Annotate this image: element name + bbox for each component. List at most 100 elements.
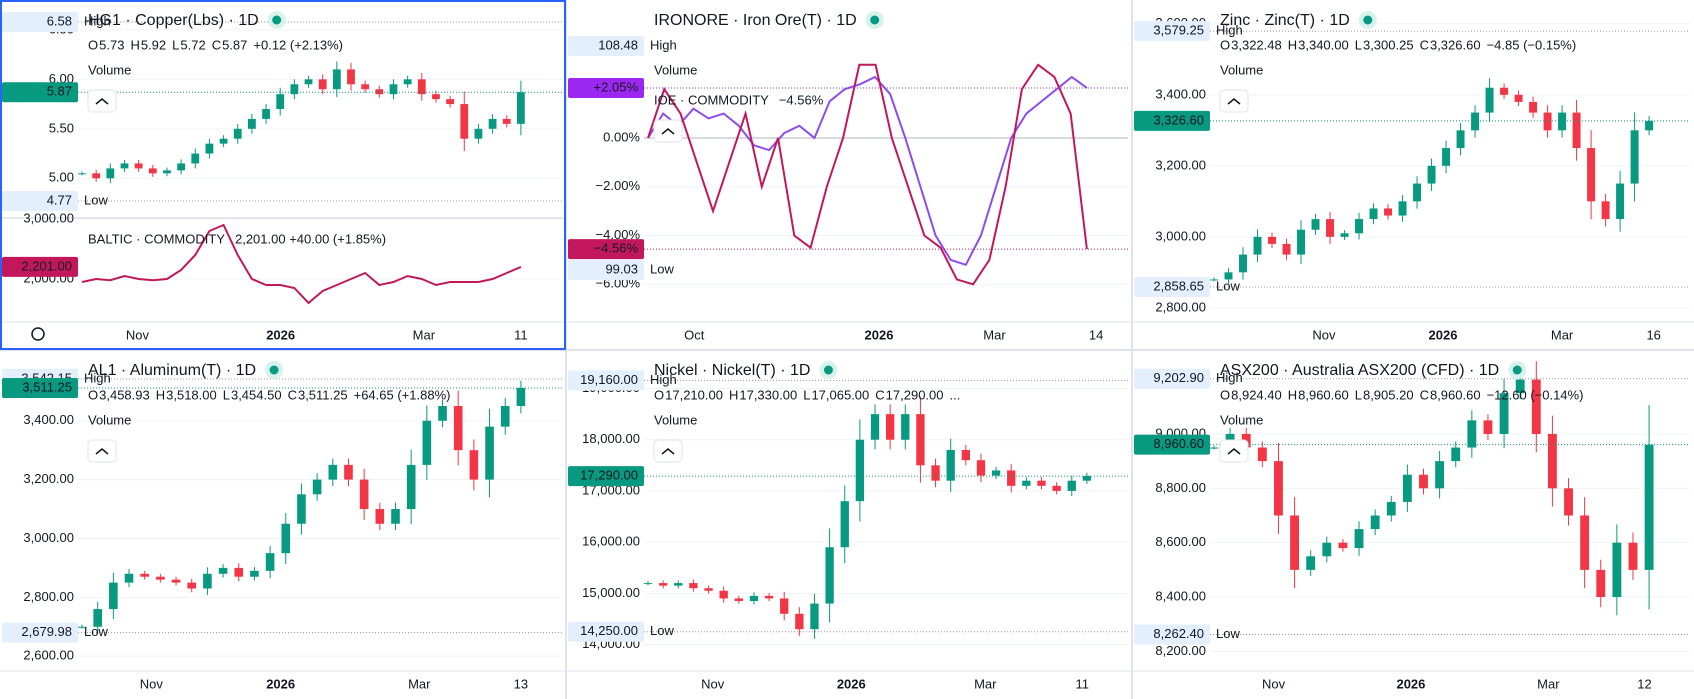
ohlc-value: 3,326.60 (1430, 37, 1481, 52)
candle-body (488, 118, 497, 129)
collapse-button[interactable] (87, 439, 117, 463)
ohlc-key: C (288, 387, 297, 402)
compare-name: IOE · COMMODITY (654, 92, 769, 107)
candle-body (1413, 183, 1422, 202)
candle-body (1580, 515, 1590, 570)
x-tick-label: 2026 (1429, 327, 1458, 342)
low-badge-label: 2,858.65 (1153, 278, 1204, 293)
candle-body (432, 94, 440, 100)
candle-body (262, 109, 270, 119)
price-badge-label: 3,511.25 (22, 379, 72, 394)
volume-label: Volume (1220, 62, 1263, 77)
candle-body (689, 583, 698, 589)
y-tick-label: 3,000.00 (23, 210, 74, 225)
candle-body (991, 470, 1001, 476)
candle-body (1022, 480, 1031, 486)
candle-body (485, 426, 494, 480)
candle-body (375, 509, 385, 524)
candle-body (1297, 229, 1306, 255)
candle-body (1369, 208, 1378, 220)
price-badge-label: −4.56% (594, 241, 639, 256)
x-tick-label: 13 (514, 676, 528, 691)
candle-body (406, 464, 416, 510)
low-badge (568, 621, 644, 642)
candle-body (1601, 201, 1610, 220)
low-badge (2, 191, 78, 212)
candle-body (1529, 101, 1538, 113)
candle-body (248, 118, 256, 129)
candle-body (389, 84, 398, 95)
candle-body (1500, 87, 1509, 95)
high-text: High (1216, 23, 1243, 38)
volume-label: Volume (654, 412, 697, 427)
ohlc-key: O (654, 387, 664, 402)
y-tick-label: −2.00% (596, 178, 641, 193)
settings-icon[interactable] (31, 327, 45, 341)
price-badge (1134, 434, 1210, 455)
x-tick-label: 11 (1076, 676, 1090, 691)
candle-body (281, 523, 291, 554)
ohlc-key: C (875, 387, 884, 402)
x-tick-label: Nov (1262, 676, 1286, 691)
ohlc-value: 17,210.00 (665, 387, 723, 402)
candle-body (1485, 87, 1494, 113)
candle-body (1007, 470, 1016, 486)
candle-body (1322, 542, 1332, 557)
candle-body (124, 573, 134, 583)
candle-body (148, 168, 157, 174)
candle-body (734, 598, 743, 602)
ohlc-key: H (156, 387, 165, 402)
candle-body (1451, 447, 1461, 462)
collapse-button[interactable] (1219, 439, 1249, 463)
candle-body (290, 84, 299, 95)
ohlc-value: 5.92 (141, 37, 166, 52)
candle-body (825, 547, 834, 604)
market-status-dot (870, 15, 880, 25)
y-tick-label: 3,200.00 (1155, 157, 1206, 172)
volume-label: Volume (88, 412, 131, 427)
ohlc-key: L (223, 387, 230, 402)
candle-body (328, 464, 338, 480)
candle-body (840, 501, 849, 548)
candle-body (1596, 569, 1606, 598)
chevron-icon (661, 128, 675, 135)
candle-body (438, 406, 447, 421)
collapse-button[interactable] (653, 119, 683, 143)
candle-body (1306, 556, 1316, 570)
candle-body (1616, 183, 1625, 220)
ohlc-key: O (1220, 37, 1230, 52)
candle-body (1543, 112, 1552, 131)
high-text: High (650, 37, 677, 52)
symbol-title: Zinc · Zinc(T) · 1D (1220, 12, 1350, 29)
x-tick-label: Mar (974, 676, 997, 691)
candle-body (780, 598, 789, 614)
candle-body (946, 449, 955, 481)
candle-body (1402, 474, 1412, 502)
y-tick-label: 3,200.00 (23, 471, 74, 486)
ohlc-value: 17,290.00 (886, 387, 944, 402)
candle-body (1239, 254, 1247, 273)
candle-body (961, 449, 970, 461)
collapse-button[interactable] (1219, 89, 1249, 113)
candle-body (318, 79, 327, 90)
y-tick-label: 3,400.00 (1155, 86, 1206, 101)
market-status-dot (1512, 365, 1522, 375)
candle-body (77, 626, 87, 628)
x-tick-label: Oct (684, 327, 705, 342)
chevron-icon (1227, 98, 1241, 105)
candle-body (297, 494, 306, 524)
compare-change: −4.56% (779, 92, 824, 107)
low-badge (1134, 624, 1210, 645)
collapse-button[interactable] (653, 439, 683, 463)
low-text: Low (84, 192, 108, 207)
price-badge-label: 17,290.00 (580, 468, 638, 483)
price-badge (2, 82, 78, 103)
candle-body (140, 573, 150, 577)
candle-body (1644, 444, 1654, 570)
price-badge (568, 77, 644, 98)
candle-body (1311, 219, 1320, 230)
candle-body (347, 69, 355, 85)
collapse-button[interactable] (87, 89, 117, 113)
active-panel-border (0, 0, 566, 350)
ohlc-change: −4.85 (−0.15%) (1487, 37, 1577, 52)
